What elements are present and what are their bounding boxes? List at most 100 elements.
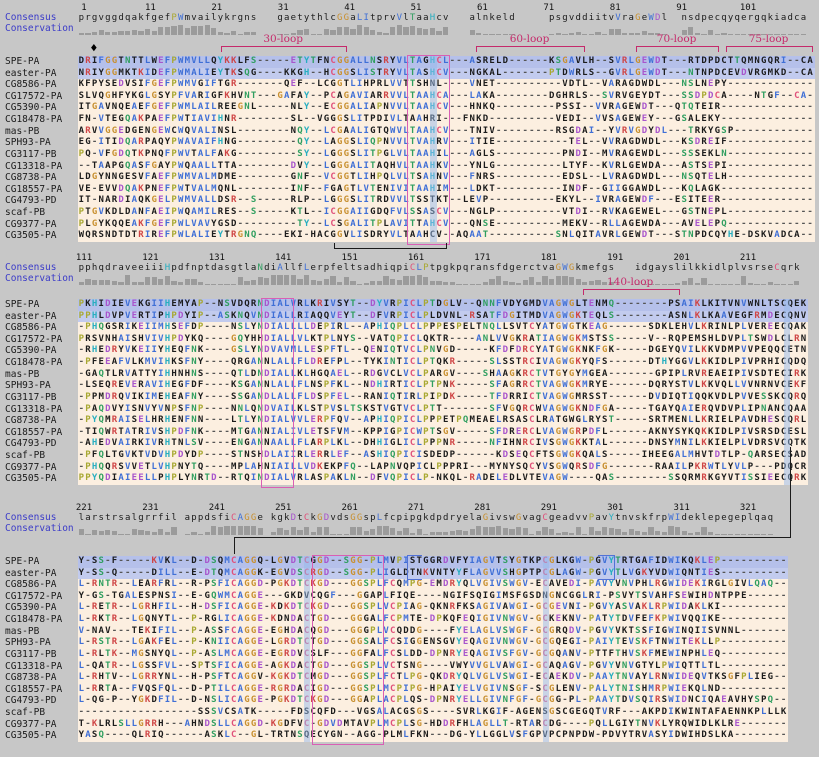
row-label-mas-PB: mas-PB — [5, 368, 40, 380]
ruler-tick: 231 — [142, 503, 159, 513]
sequence-row-SPH93-PA: L-RSTR--LGAKFEL--P-KNIICAGGE-LGRDTCTGD--… — [78, 637, 789, 649]
sequence-row-CG4793-PD: L-QG-P--YGKDFIL--D-NSLICAGGE-PGKDTCKGD--… — [78, 695, 789, 708]
ruler-tick: 191 — [607, 253, 624, 263]
row-label-CG5390-PA: CG5390-PA — [5, 345, 57, 357]
row-label-scaf-PB: scaf-PB — [5, 207, 46, 219]
row-label-CG17572-PA: CG17572-PA — [5, 90, 63, 102]
row-label-SPH93-PA: SPH93-PA — [5, 380, 51, 392]
ruler-tick: 241 — [208, 503, 225, 513]
row-label-CG9377-PA: CG9377-PA — [5, 218, 57, 230]
ruler-tick: 51 — [410, 3, 422, 13]
row-label-CG3505-PA: CG3505-PA — [5, 730, 57, 742]
sequence-row-SPE-PA: Y-SS-F-----KVKL--D-DSQMCAGGQ-LGVDTCGGD--… — [78, 556, 789, 568]
row-label-CG18557-PA: CG18557-PA — [5, 183, 63, 195]
conservation-track — [78, 525, 788, 535]
row-label-CG18478-PA: CG18478-PA — [5, 357, 63, 369]
ruler-tick: 141 — [275, 253, 292, 263]
sequence-row-CG8738-PA: L-RHTV--LGRRYNL--H-PSFTCAGGV-KGKDTCMGD--… — [78, 672, 789, 684]
row-label-CG5390-PA: CG5390-PA — [5, 602, 57, 614]
row-label-CG8586-PA: CG8586-PA — [5, 79, 57, 91]
row-label-CG8738-PA: CG8738-PA — [5, 415, 57, 427]
ruler-tick: 181 — [540, 253, 557, 263]
sequence-row-CG17572-PA: Y-GS-TGALESPNSI--E-GQWMCAGGE---GKDVCQGF-… — [78, 590, 789, 603]
ruler-tick: 121 — [142, 253, 159, 263]
row-label-CG4793-PD: CG4793-PD — [5, 195, 57, 207]
row-label-easter-PA: easter-PA — [5, 67, 57, 79]
disulfide-connector-main — [233, 447, 792, 538]
sequence-row-easter-PA: Y-SS-Q-----DILL--E-DTQMCAGGK-EGVDSCRGD--… — [78, 567, 789, 580]
ruler-tick: 261 — [341, 503, 358, 513]
row-label-SPH93-PA: SPH93-PA — [5, 137, 51, 149]
consensus-label: Consensus — [5, 262, 57, 273]
loop-bracket-140-loop — [582, 289, 680, 295]
active-site-box — [407, 55, 450, 245]
loop-bracket-30-loop — [221, 46, 347, 52]
sequence-row-CG5390-PA: L-RETR--LGRHFIL--H-DSFICAGGE-KDKDTCKGD--… — [78, 602, 789, 615]
pocket-bracket — [406, 555, 423, 581]
ruler-tick: 221 — [75, 503, 93, 513]
loop-bracket-75-loop — [726, 46, 814, 52]
active-site-box — [311, 555, 385, 745]
sequence-row-CG3505-PA: YASQ----QLRIQ------ASKLC--GL-TRTNSQECYGN… — [78, 730, 789, 742]
ruler-tick: 321 — [739, 503, 757, 513]
ruler-tick: 151 — [341, 253, 358, 263]
loop-bracket-60-loop — [476, 46, 585, 52]
row-label-CG13318-PA: CG13318-PA — [5, 660, 63, 672]
row-label-CG9377-PA: CG9377-PA — [5, 461, 57, 473]
row-label-SPE-PA: SPE-PA — [5, 56, 40, 67]
row-label-CG4793-PD: CG4793-PD — [5, 438, 57, 450]
ruler-tick: 71 — [543, 3, 555, 13]
ruler-tick: 131 — [208, 253, 225, 263]
ruler-tick: 111 — [75, 253, 93, 263]
sequence-row-CG13318-PA: L-QATR--LGSSFVL--SPTSFICAGGE-AGKDACTGD--… — [78, 660, 789, 673]
row-label-CG18478-PA: CG18478-PA — [5, 114, 63, 126]
loop-label-140-loop: 140-loop — [606, 276, 654, 288]
conservation-track — [78, 25, 815, 35]
row-label-CG17572-PA: CG17572-PA — [5, 333, 63, 345]
ruler-tick: 271 — [407, 503, 425, 513]
ruler-tick: 161 — [407, 253, 425, 263]
row-label-CG13318-PA: CG13318-PA — [5, 160, 63, 172]
row-label-CG8738-PA: CG8738-PA — [5, 672, 57, 684]
loop-bracket-70-loop — [635, 46, 720, 52]
ruler-tick: 251 — [275, 503, 292, 513]
ruler-tick: 211 — [739, 253, 757, 263]
row-label-easter-PA: easter-PA — [5, 310, 57, 322]
sequence-row-CG18557-PA: L-RRTA--FVQSFQL--D-PTILCAGGE-RGRDACIGD--… — [78, 683, 789, 696]
ruler-tick: 201 — [673, 253, 690, 263]
ruler-tick: 31 — [277, 3, 289, 13]
ruler-tick: 61 — [477, 3, 488, 13]
row-label-mas-PB: mas-PB — [5, 625, 40, 637]
sequence-row-CG8586-PA: L-RNTR--LEARFRL--R-PSFICAGGD-PGKDTCKGD--… — [78, 579, 789, 591]
ruler-tick: 21 — [211, 3, 223, 13]
sequence-row-CG9377-PA: T-KLRLSLLGRRH---AHNDSLLCAGGD-KGDFVC-GDVD… — [78, 718, 789, 731]
row-label-CG4793-PD: CG4793-PD — [5, 695, 57, 707]
row-label-scaf-PB: scaf-PB — [5, 450, 46, 462]
conservation-label: Conservation — [5, 22, 74, 34]
row-label-scaf-PB: scaf-PB — [5, 707, 46, 719]
ruler-tick: 91 — [676, 3, 688, 13]
